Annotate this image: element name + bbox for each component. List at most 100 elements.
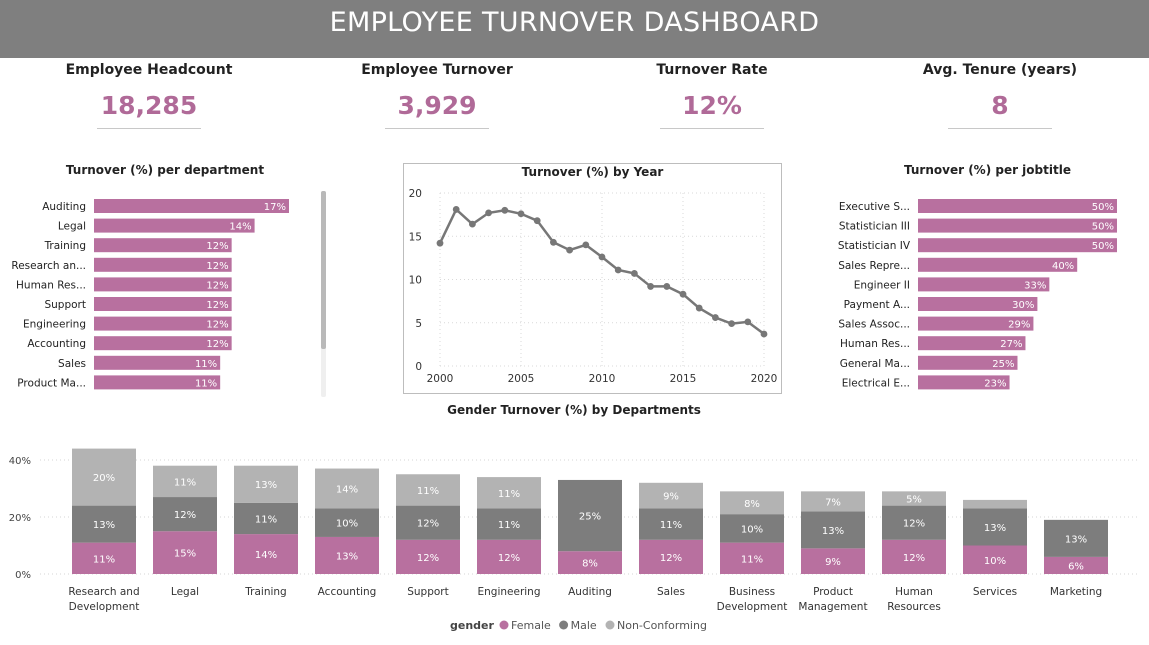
data-label: 29% xyxy=(1008,320,1030,331)
stacked-bar-segment xyxy=(72,505,136,543)
data-label: 12% xyxy=(417,553,439,564)
bar xyxy=(918,257,1078,272)
category-label: Engineer II xyxy=(854,279,910,291)
data-label: 12% xyxy=(660,553,682,564)
category-label: Research and xyxy=(68,586,139,598)
bar xyxy=(918,277,1050,292)
bar xyxy=(94,238,232,253)
kpi-underline xyxy=(948,128,1052,129)
stacked-bar-segment xyxy=(72,542,136,574)
data-label: 14% xyxy=(336,485,358,496)
bar xyxy=(94,257,232,272)
data-label: 12% xyxy=(417,519,439,530)
category-label: Sales Repre... xyxy=(838,260,910,272)
stacked-bar-segment xyxy=(882,505,946,540)
data-label: 11% xyxy=(660,520,682,531)
y-tick-label: 0% xyxy=(15,570,31,581)
stacked-bar-segment xyxy=(801,548,865,574)
category-label: Accounting xyxy=(318,586,377,598)
data-label: 13% xyxy=(984,523,1006,534)
stacked-bar-segment xyxy=(720,542,784,574)
kpi-avg-tenure-value: 8 xyxy=(991,91,1009,120)
stacked-bar-segment xyxy=(882,539,946,574)
kpi-headcount-label: Employee Headcount xyxy=(65,62,233,78)
legend-marker xyxy=(499,620,509,630)
stacked-bar-segment xyxy=(396,539,460,574)
bar xyxy=(918,375,1010,390)
stacked-bar-segment xyxy=(396,474,460,506)
bar xyxy=(94,355,221,370)
stacked-bar-segment xyxy=(396,505,460,540)
kpi-turnover-rate-value: 12% xyxy=(682,91,742,120)
data-label: 12% xyxy=(206,261,228,272)
category-label: Legal xyxy=(171,586,199,598)
kpi-turnover-value: 3,929 xyxy=(397,91,477,120)
data-label: 40% xyxy=(1052,261,1074,272)
jobtitle-turnover-chart: Executive S... 50% Statistician III 50% Stat… xyxy=(838,199,1117,390)
category-label: Training xyxy=(244,586,286,598)
legend-label: Male xyxy=(571,619,597,632)
bar xyxy=(918,297,1038,311)
x-tick-label: 2000 xyxy=(427,373,454,385)
scrollbar-thumb[interactable] xyxy=(321,191,326,349)
year-chart-title: Turnover (%) by Year xyxy=(521,165,664,179)
stacked-bar-segment xyxy=(234,502,298,535)
data-point xyxy=(550,238,557,246)
data-label: 50% xyxy=(1092,241,1114,252)
gender-turnover-chart: 0% 20% 40% 11% 13% 20% Research and Development… xyxy=(9,448,1140,632)
stacked-bar-segment xyxy=(639,482,703,509)
data-label: 7% xyxy=(825,497,841,508)
data-label: 13% xyxy=(1065,534,1087,545)
stacked-bar-segment xyxy=(558,551,622,574)
dept-turnover-chart: Auditing 17% Legal 14% Training 12% Research a… xyxy=(11,199,289,390)
kpi-avg-tenure-label: Avg. Tenure (years) xyxy=(922,62,1078,78)
bar xyxy=(918,336,1026,351)
category-label: Human Res... xyxy=(840,338,910,350)
category-label: Auditing xyxy=(42,201,86,213)
data-label: 8% xyxy=(582,559,598,570)
data-point xyxy=(469,220,476,228)
category-label: Sales xyxy=(657,586,685,598)
dashboard-title: EMPLOYEE TURNOVER DASHBOARD xyxy=(329,7,820,38)
data-label: 25% xyxy=(992,359,1014,370)
bar xyxy=(94,218,255,233)
category-label: Human Res... xyxy=(16,279,86,291)
category-label: Management xyxy=(798,601,867,613)
data-label: 9% xyxy=(663,492,679,503)
stacked-bar-segment xyxy=(72,448,136,506)
stacked-bar-segment xyxy=(477,477,541,509)
data-label: 25% xyxy=(579,512,601,523)
data-label: 5% xyxy=(906,494,922,505)
bar xyxy=(918,355,1018,370)
data-label: 12% xyxy=(174,510,196,521)
data-label: 10% xyxy=(984,556,1006,567)
bar xyxy=(94,336,232,351)
data-label: 11% xyxy=(195,359,217,370)
category-label: Services xyxy=(973,586,1017,598)
data-point xyxy=(614,266,622,274)
data-point xyxy=(760,330,768,338)
data-label: 33% xyxy=(1024,280,1046,291)
data-label: 12% xyxy=(206,339,228,350)
category-label: Engineering xyxy=(478,586,541,598)
data-point xyxy=(679,290,687,298)
stacked-bar-segment xyxy=(234,534,298,574)
kpi-turnover-rate: Turnover Rate 12% xyxy=(592,60,832,129)
legend-label: Female xyxy=(511,619,551,632)
gender-chart-title: Gender Turnover (%) by Departments xyxy=(447,403,701,417)
bar xyxy=(918,199,1117,213)
data-point xyxy=(517,210,525,218)
data-label: 13% xyxy=(255,480,277,491)
stacked-bar-segment xyxy=(315,536,379,574)
y-tick-label: 40% xyxy=(9,456,31,467)
data-label: 12% xyxy=(206,320,228,331)
category-label: Training xyxy=(44,240,86,252)
dept-chart-scrollbar[interactable] xyxy=(321,191,326,397)
kpi-headcount: Employee Headcount 18,285 xyxy=(29,60,269,129)
data-point xyxy=(485,209,492,217)
category-label: Human xyxy=(895,586,933,598)
dept-chart-title: Turnover (%) per department xyxy=(65,163,265,177)
data-label: 12% xyxy=(206,241,228,252)
bar xyxy=(94,199,289,213)
data-label: 15% xyxy=(174,549,196,560)
